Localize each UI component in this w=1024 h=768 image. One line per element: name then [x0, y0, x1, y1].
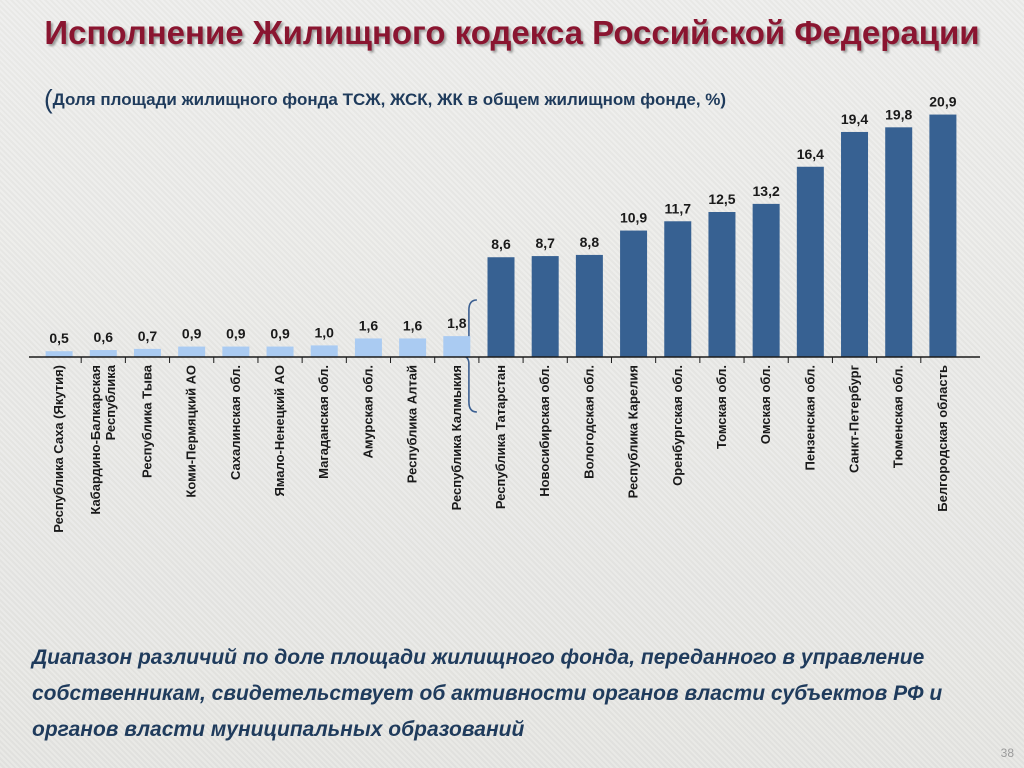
category-label: Коми-Пермяцкий АО [184, 365, 199, 498]
category-label: Сахалинская обл. [228, 365, 243, 480]
bar [399, 338, 427, 357]
value-label: 12,5 [708, 191, 735, 207]
category-label-line: Омская обл. [758, 365, 773, 444]
category-label-line: Коми-Пермяцкий АО [184, 365, 199, 498]
category-label: Республика Тыва [139, 364, 154, 478]
value-label: 20,9 [929, 94, 956, 110]
value-label: 19,4 [841, 111, 868, 127]
value-label: 0,7 [138, 328, 158, 344]
value-label: 0,6 [94, 329, 114, 345]
category-label-line: Магаданская обл. [316, 365, 331, 479]
category-label-line: Республика Калмыкия [449, 365, 464, 510]
value-label: 1,6 [403, 317, 423, 333]
category-label: Республика Калмыкия [449, 365, 464, 510]
subtitle-open-paren: ( [44, 84, 53, 114]
bar [89, 350, 117, 357]
x-axis-ticks [80, 357, 922, 363]
category-label: Санкт-Петербург [847, 364, 862, 473]
bar [222, 346, 250, 357]
bar [752, 203, 780, 357]
category-label-line: Республика Татарстан [493, 365, 508, 509]
bar [575, 254, 603, 357]
subtitle-text: Доля площади жилищного фонда ТСЖ, ЖСК, Ж… [52, 90, 727, 109]
category-label-line: Новосибирская обл. [537, 365, 552, 497]
value-label: 16,4 [797, 146, 824, 162]
value-label: 8,6 [491, 236, 511, 252]
category-label-line: Санкт-Петербург [847, 364, 862, 473]
value-label: 13,2 [753, 183, 780, 199]
category-label-line: Белгородская область [935, 365, 950, 512]
bar [45, 351, 73, 357]
category-label: Вологодская обл. [581, 365, 596, 479]
category-label-line: Республика Алтай [405, 365, 420, 483]
bar [133, 348, 161, 357]
category-label-line: Республика Саха (Якутия) [51, 365, 66, 533]
value-label: 1,6 [359, 317, 379, 333]
category-labels: Республика Саха (Якутия) Кабардино-Балкар… [51, 364, 950, 532]
category-label-line: Республика Тыва [139, 364, 154, 478]
category-label-line: Амурская обл. [360, 365, 375, 459]
category-label: Новосибирская обл. [537, 365, 552, 497]
category-label-line: Оренбургская обл. [670, 365, 685, 486]
bar [664, 221, 692, 357]
value-label: 0,9 [182, 326, 202, 342]
bar [841, 131, 869, 357]
bar [310, 345, 338, 357]
category-label: Республика Татарстан [493, 365, 508, 509]
category-label: Белгородская область [935, 365, 950, 512]
value-label: 1,8 [447, 315, 467, 331]
category-label-line: Республика [103, 364, 118, 440]
category-label: Омская обл. [758, 365, 773, 444]
category-label-line: Сахалинская обл. [228, 365, 243, 480]
bar [487, 257, 515, 357]
category-label: Кабардино-БалкарскаяРеспублика [88, 364, 118, 514]
value-label: 19,8 [885, 106, 912, 122]
value-label: 8,7 [535, 235, 555, 251]
bar [885, 127, 913, 357]
category-label: Республика Саха (Якутия) [51, 365, 66, 533]
category-label: Магаданская обл. [316, 365, 331, 479]
category-label: Республика Алтай [405, 365, 420, 483]
bar [354, 338, 382, 357]
value-label: 0,5 [49, 330, 69, 346]
value-labels: 0,5 0,6 0,7 0,9 0,9 0,9 1,0 1,6 1,6 1,8 8,6 8,7 8,8 1… [49, 94, 956, 347]
bar [929, 114, 957, 357]
bar [620, 230, 648, 357]
category-label: Томская обл. [714, 365, 729, 449]
page-number: 38 [1000, 746, 1014, 760]
category-label-line: Тюменская обл. [891, 365, 906, 468]
category-label-line: Кабардино-Балкарская [88, 365, 103, 515]
category-label: Пензенская обл. [802, 365, 817, 470]
category-label-line: Ямало-Ненецкий АО [272, 365, 287, 497]
bar [531, 256, 559, 357]
category-label: Амурская обл. [360, 365, 375, 459]
value-label: 11,7 [665, 200, 692, 216]
chart-subtitle: (Доля площади жилищного фонда ТСЖ, ЖСК, … [44, 84, 726, 115]
bar [443, 336, 471, 357]
category-label-line: Вологодская обл. [581, 365, 596, 479]
chart-bars [45, 114, 957, 357]
conclusion-note: Диапазон различий по доле площади жилищн… [32, 646, 943, 741]
value-label: 8,8 [580, 234, 600, 250]
page-title: Исполнение Жилищного кодекса Российской … [44, 14, 980, 51]
category-label-line: Республика Карелия [626, 365, 641, 498]
category-label: Ямало-Ненецкий АО [272, 365, 287, 497]
category-label-line: Пензенская обл. [802, 365, 817, 470]
category-label: Тюменская обл. [891, 365, 906, 468]
bar [178, 346, 206, 357]
value-label: 10,9 [620, 210, 647, 226]
bar [266, 346, 294, 357]
bar [708, 212, 736, 357]
bar [796, 166, 824, 357]
value-label: 0,9 [226, 326, 246, 342]
value-label: 0,9 [270, 326, 290, 342]
category-label: Республика Карелия [626, 365, 641, 498]
value-label: 1,0 [315, 324, 335, 340]
category-label: Оренбургская обл. [670, 365, 685, 486]
category-label-line: Томская обл. [714, 365, 729, 449]
